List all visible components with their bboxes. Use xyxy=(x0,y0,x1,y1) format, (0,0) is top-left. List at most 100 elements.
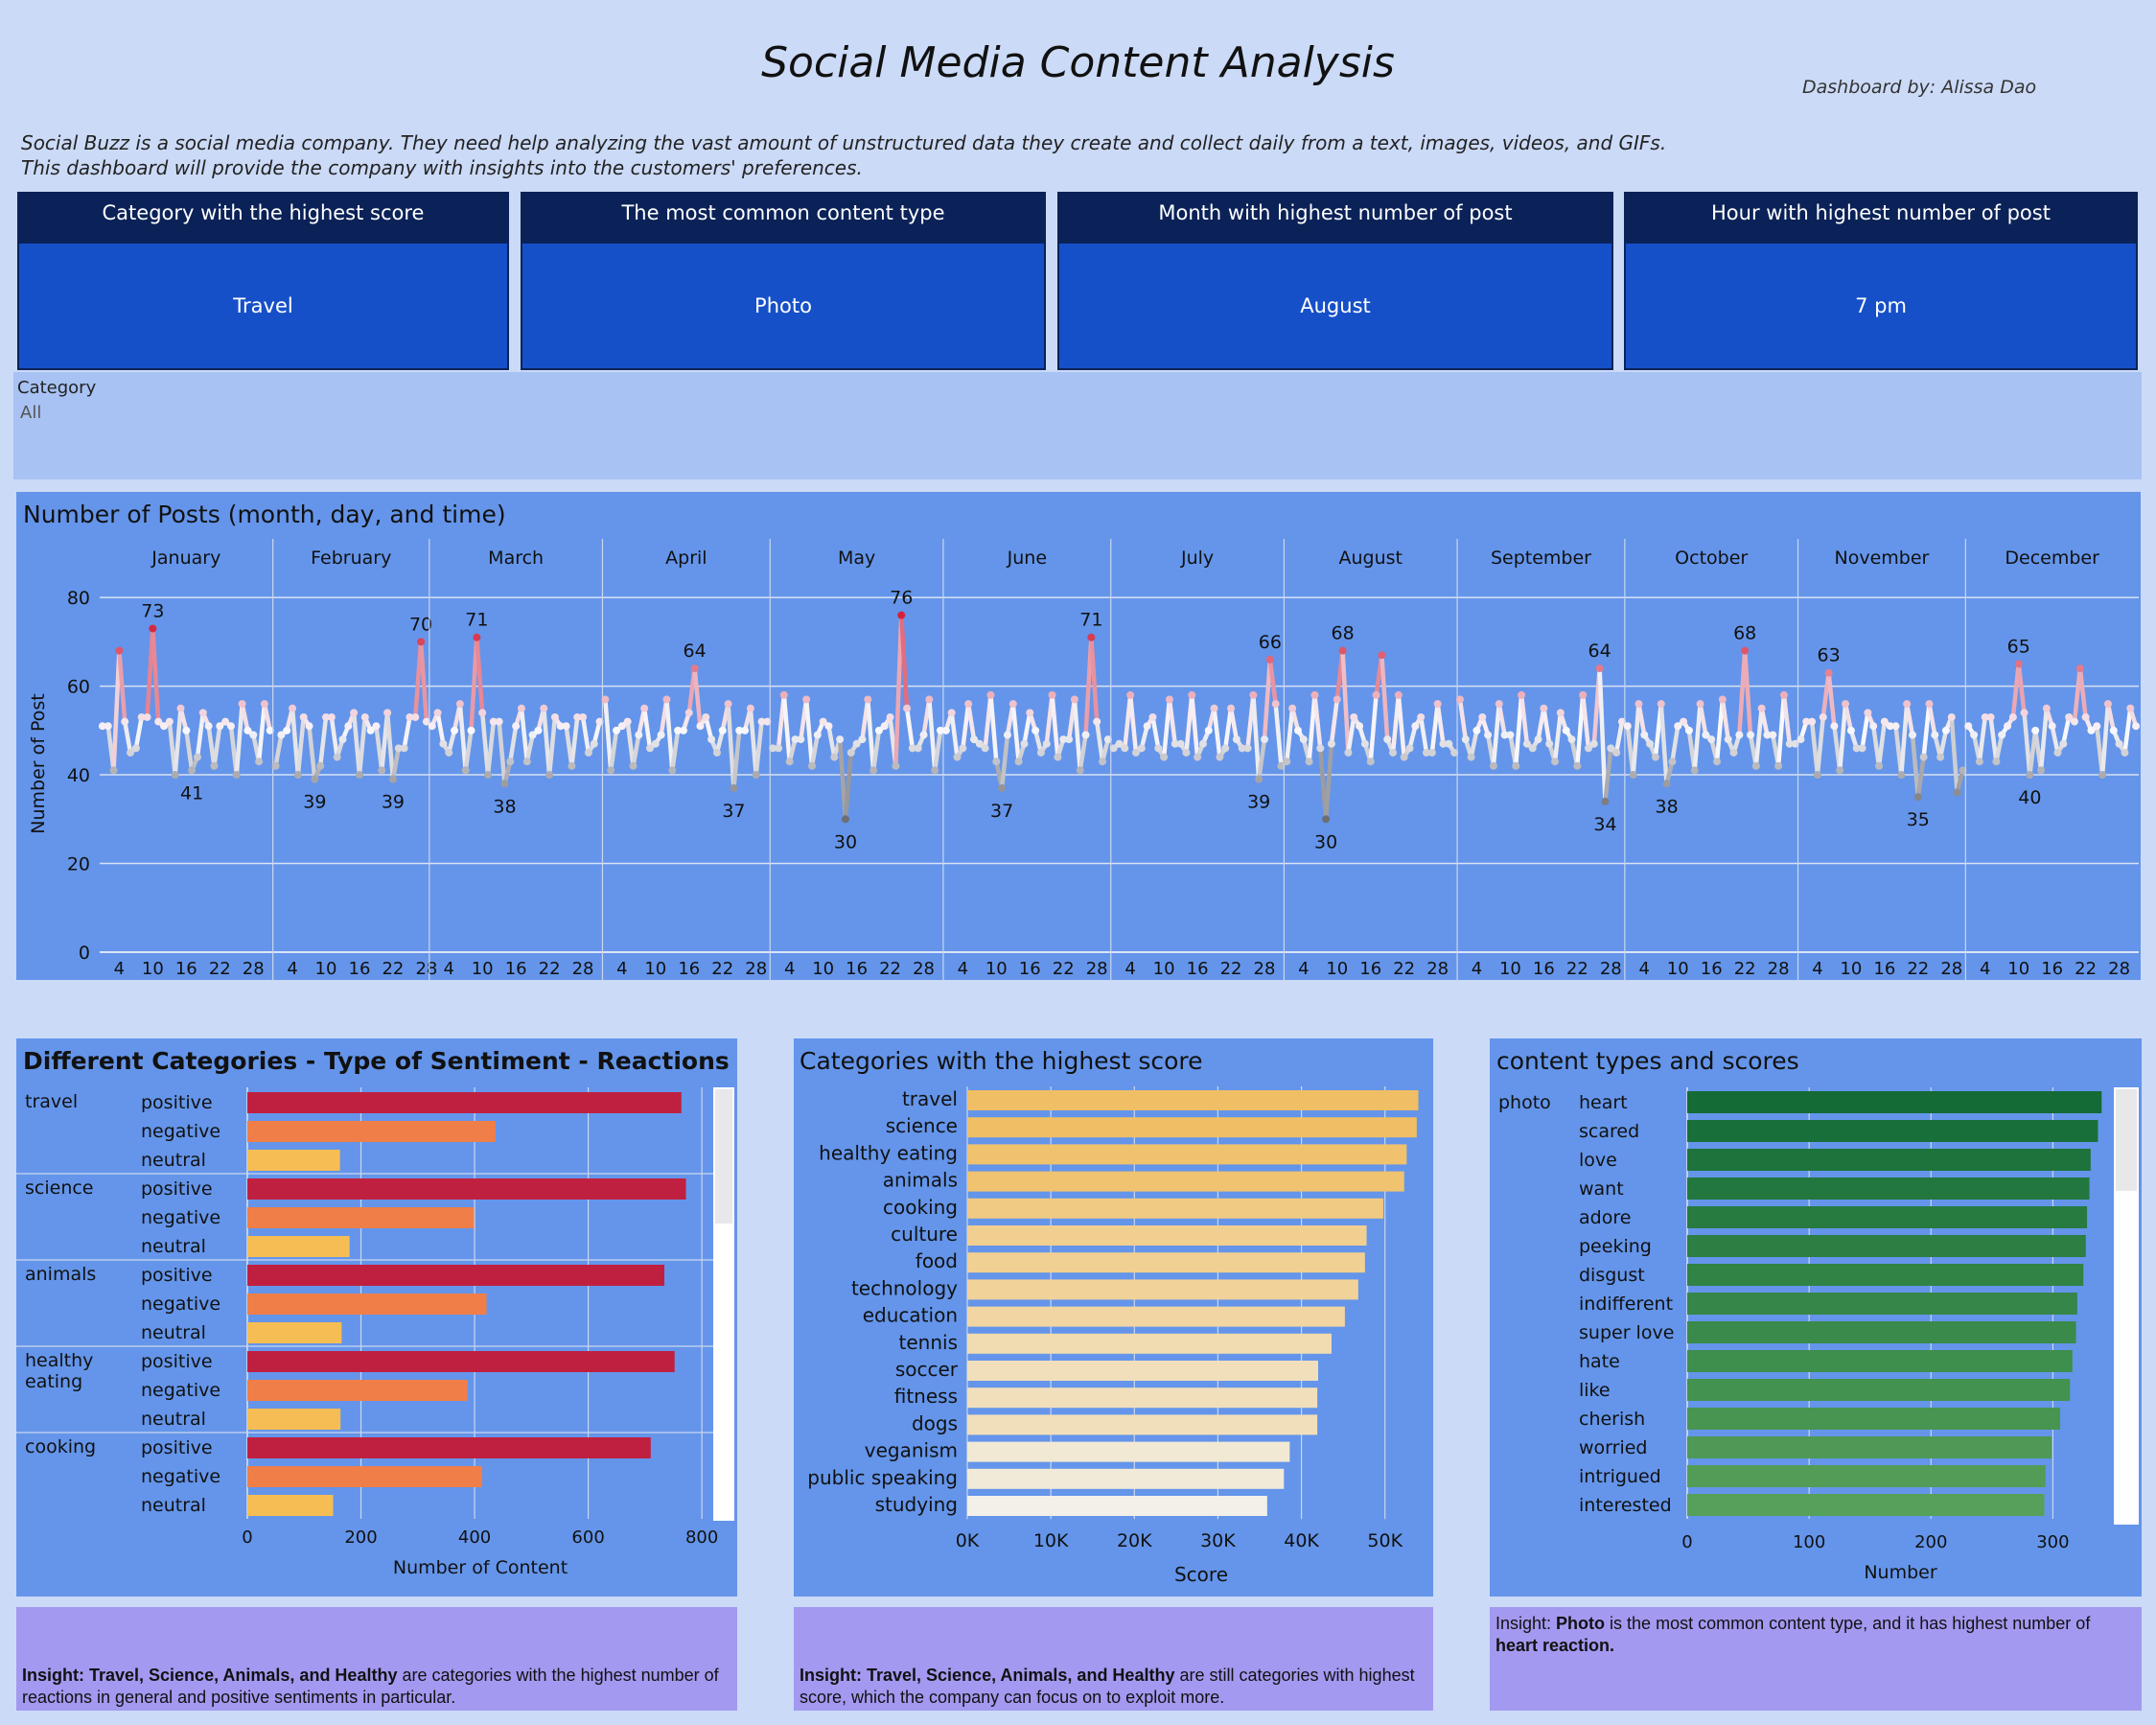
posts-point xyxy=(1819,712,1827,721)
x-tick-label: 600 xyxy=(571,1527,604,1548)
sentiment-bar xyxy=(247,1466,482,1487)
posts-point xyxy=(852,739,861,748)
score-bar xyxy=(967,1225,1367,1246)
posts-line-segment xyxy=(1631,701,1641,778)
posts-point xyxy=(1869,722,1878,731)
posts-line-segment xyxy=(670,728,681,773)
reaction-label: heart xyxy=(1579,1092,1628,1113)
posts-point xyxy=(1148,712,1157,721)
x-tick-label: 28 xyxy=(745,959,767,979)
x-tick-label: 22 xyxy=(1734,959,1756,979)
posts-point xyxy=(937,726,945,734)
category-filter-value[interactable]: All xyxy=(20,403,42,423)
posts-line-segment xyxy=(2105,701,2117,734)
sentiment-label: neutral xyxy=(141,1409,206,1430)
posts-point xyxy=(305,722,313,731)
posts-data-label: 71 xyxy=(1079,610,1102,631)
sentiment-bar xyxy=(247,1380,468,1401)
posts-line-chart: 0 20 40 60 80 Number of Post January 4 10 16 22 28 7… xyxy=(28,539,2141,980)
posts-point xyxy=(925,695,934,704)
posts-point xyxy=(1198,739,1207,748)
x-tick-label: 16 xyxy=(175,959,197,979)
posts-point xyxy=(1227,704,1236,712)
x-tick-label: 22 xyxy=(1220,959,1242,979)
score-bar xyxy=(967,1144,1407,1165)
posts-point xyxy=(741,726,750,734)
posts-point xyxy=(1947,712,1956,721)
posts-line-segment xyxy=(803,697,815,769)
posts-line-segment xyxy=(1312,692,1323,751)
posts-point xyxy=(1601,797,1610,805)
posts-point xyxy=(1506,731,1515,739)
posts-point xyxy=(1842,700,1850,709)
posts-point xyxy=(1769,731,1777,739)
posts-point xyxy=(830,753,839,761)
content-insight-text: is the most common content type, and it … xyxy=(1605,1614,2091,1633)
posts-line-segment xyxy=(1742,648,1753,737)
posts-point xyxy=(383,709,392,717)
posts-point xyxy=(534,726,543,734)
score-category-label: fitness xyxy=(894,1385,958,1408)
posts-point xyxy=(1640,731,1649,739)
posts-point xyxy=(1774,761,1783,770)
posts-point xyxy=(2048,722,2056,731)
posts-point xyxy=(131,744,140,753)
posts-line-segment xyxy=(692,665,703,729)
posts-point xyxy=(1221,744,1230,753)
posts-point xyxy=(1802,717,1811,726)
posts-data-label: 70 xyxy=(409,614,432,635)
posts-line-segment xyxy=(866,697,876,773)
x-tick-label: 10 xyxy=(1667,959,1689,979)
x-tick-label: 10 xyxy=(985,959,1008,979)
posts-point xyxy=(1160,753,1169,761)
posts-point xyxy=(763,717,772,726)
score-category-label: studying xyxy=(875,1493,958,1516)
posts-point xyxy=(406,712,414,721)
posts-point xyxy=(1785,739,1794,748)
posts-line-segment xyxy=(475,635,485,715)
posts-line-segment xyxy=(1022,711,1032,746)
posts-point xyxy=(690,664,699,673)
posts-line-segment xyxy=(965,701,977,742)
sentiment-bar xyxy=(247,1092,682,1113)
posts-point xyxy=(1427,748,1436,757)
posts-point xyxy=(204,722,213,731)
posts-line-segment xyxy=(927,697,938,773)
posts-line-segment xyxy=(122,719,133,756)
score-category-label: dogs xyxy=(912,1411,958,1434)
posts-point xyxy=(478,709,487,717)
posts-point xyxy=(1791,739,1799,748)
x-tick-label: 22 xyxy=(1053,959,1075,979)
posts-point xyxy=(1573,761,1582,770)
sentiment-label: negative xyxy=(141,1466,220,1487)
posts-point xyxy=(919,731,928,739)
posts-point xyxy=(1288,704,1297,712)
posts-line-segment xyxy=(603,697,614,773)
posts-point xyxy=(1846,726,1855,734)
posts-point xyxy=(1540,704,1548,712)
posts-point xyxy=(1026,709,1034,717)
month-label: March xyxy=(488,548,544,569)
posts-line-segment xyxy=(1937,728,1949,759)
posts-point xyxy=(1579,690,1588,699)
posts-point xyxy=(1595,664,1604,673)
x-tick-label: 16 xyxy=(1533,959,1555,979)
posts-line-segment xyxy=(1826,670,1837,729)
posts-line-segment xyxy=(1988,714,1999,764)
x-tick-label: 4 xyxy=(1472,959,1482,979)
posts-point xyxy=(1081,731,1090,739)
posts-point xyxy=(216,722,224,731)
posts-point xyxy=(1674,722,1682,731)
posts-line-segment xyxy=(664,697,675,773)
posts-data-label: 40 xyxy=(2018,787,2041,808)
content-bar-chart: 0 100 200 300 Number photo heart scared love want… xyxy=(1498,1087,2139,1583)
posts-point xyxy=(260,700,268,709)
category-filter[interactable] xyxy=(13,372,2142,479)
posts-point xyxy=(2059,739,2068,748)
posts-point xyxy=(366,726,375,734)
posts-point xyxy=(1495,700,1503,709)
posts-point xyxy=(1763,731,1772,739)
posts-point xyxy=(986,690,995,699)
posts-point xyxy=(1936,753,1945,761)
posts-point xyxy=(959,744,967,753)
